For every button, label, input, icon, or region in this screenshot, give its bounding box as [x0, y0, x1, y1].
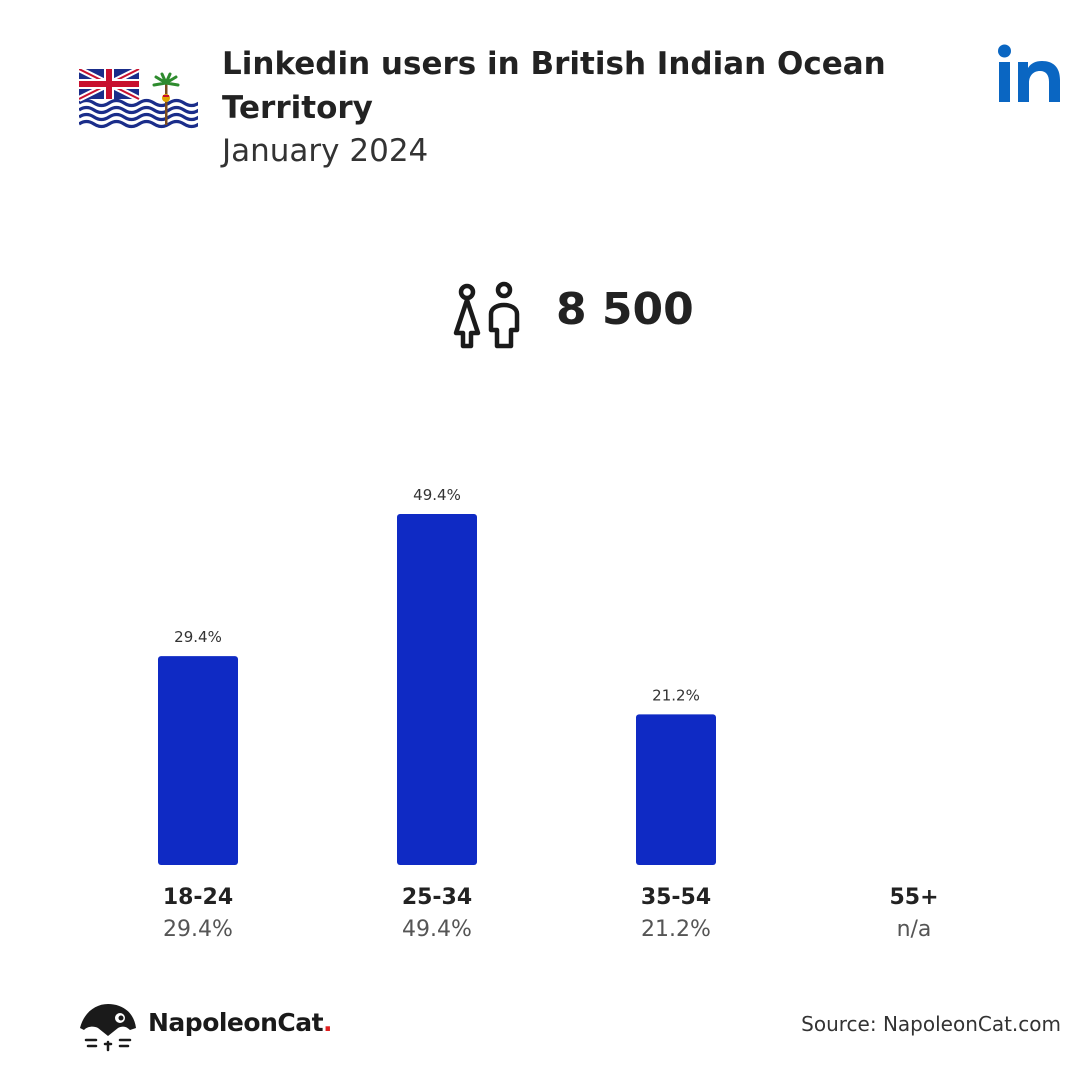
users-icon [453, 281, 520, 349]
bar-35-54 [636, 714, 716, 865]
chart-title: Linkedin users in British Indian Ocean T… [222, 46, 886, 126]
category-35-54: 35-54 21.2% [576, 882, 776, 946]
bar-value-label: 29.4% [174, 628, 222, 646]
napoleoncat-logo-icon [80, 1004, 136, 1052]
category-value: 49.4% [402, 917, 472, 942]
chart-subtitle: January 2024 [222, 133, 429, 169]
category-25-34: 25-34 49.4% [337, 882, 537, 946]
category-55-plus: 55+ n/a [814, 882, 1014, 946]
brand-dot: . [323, 1008, 333, 1037]
source-text: Source: NapoleonCat.com [801, 1012, 1061, 1036]
linkedin-icon [998, 44, 1060, 102]
napoleoncat-brand: NapoleonCat. [148, 1008, 333, 1037]
category-value: n/a [896, 917, 932, 942]
category-value: 29.4% [163, 917, 233, 942]
category-label: 18-24 [162, 885, 234, 910]
bar-25-34 [397, 514, 477, 865]
flag-icon [79, 69, 198, 129]
bar-value-label: 21.2% [652, 686, 700, 704]
category-18-24: 18-24 29.4% [98, 882, 298, 946]
bar-value-label: 49.4% [413, 486, 461, 504]
brand-name: NapoleonCat [148, 1008, 324, 1037]
category-label: 55+ [889, 885, 939, 910]
total-users-value: 8 500 [556, 284, 694, 335]
bar-chart: 29.4% 49.4% 21.2% [158, 486, 716, 865]
category-label: 25-34 [401, 885, 473, 910]
category-label: 35-54 [640, 885, 712, 910]
bar-18-24 [158, 656, 238, 865]
category-value: 21.2% [641, 917, 711, 942]
